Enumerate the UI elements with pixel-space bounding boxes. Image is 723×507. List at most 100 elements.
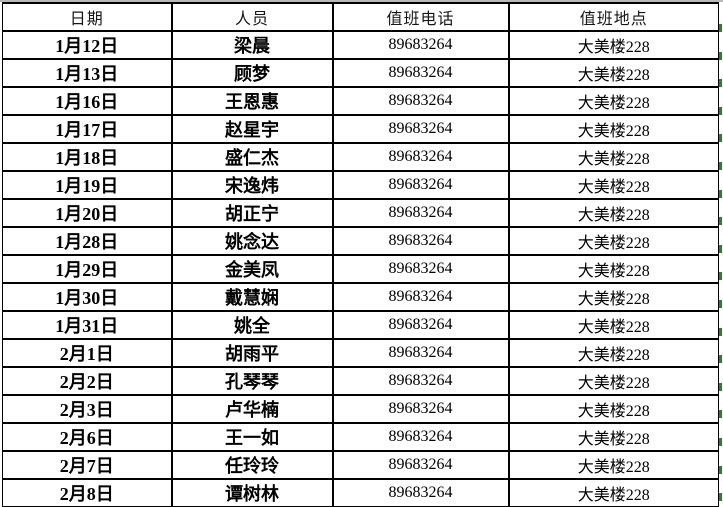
- table-row: 2月3日 卢华楠 89683264 大美楼228: [2, 394, 719, 424]
- date-cell[interactable]: 2月8日: [2, 478, 173, 507]
- phone-cell[interactable]: 89683264: [331, 254, 510, 284]
- row-boundary-marker: [719, 106, 722, 115]
- date-cell[interactable]: 2月2日: [2, 366, 173, 396]
- column-header-date[interactable]: 日期: [2, 2, 173, 32]
- location-cell[interactable]: 大美楼228: [507, 394, 719, 424]
- location-cell[interactable]: 大美楼228: [507, 30, 719, 60]
- row-boundary-marker: [719, 24, 722, 32]
- phone-cell[interactable]: 89683264: [331, 478, 510, 507]
- location-cell[interactable]: 大美楼228: [507, 58, 719, 88]
- location-cell[interactable]: 大美楼228: [507, 86, 719, 116]
- column-header-person[interactable]: 人员: [170, 2, 334, 32]
- phone-cell[interactable]: 89683264: [331, 142, 510, 172]
- row-boundary-marker: [719, 382, 722, 391]
- location-cell[interactable]: 大美楼228: [507, 338, 719, 368]
- table-row: 1月16日 王恩惠 89683264 大美楼228: [2, 86, 719, 116]
- person-cell[interactable]: 金美凤: [170, 254, 334, 284]
- person-cell[interactable]: 宋逸炜: [170, 170, 334, 200]
- phone-cell[interactable]: 89683264: [331, 198, 510, 228]
- row-boundary-marker: [719, 493, 722, 502]
- date-cell[interactable]: 1月20日: [2, 198, 173, 228]
- location-cell[interactable]: 大美楼228: [507, 254, 719, 284]
- row-boundary-marker: [719, 465, 722, 474]
- date-cell[interactable]: 2月1日: [2, 338, 173, 368]
- phone-cell[interactable]: 89683264: [331, 114, 510, 144]
- row-boundary-marker: [719, 355, 722, 364]
- location-cell[interactable]: 大美楼228: [507, 198, 719, 228]
- date-cell[interactable]: 1月28日: [2, 226, 173, 256]
- table-row: 2月7日 任玲玲 89683264 大美楼228: [2, 450, 719, 480]
- location-cell[interactable]: 大美楼228: [507, 478, 719, 507]
- phone-cell[interactable]: 89683264: [331, 58, 510, 88]
- table-row: 2月6日 王一如 89683264 大美楼228: [2, 422, 719, 452]
- date-cell[interactable]: 1月31日: [2, 310, 173, 340]
- phone-cell[interactable]: 89683264: [331, 422, 510, 452]
- date-cell[interactable]: 2月3日: [2, 394, 173, 424]
- row-boundary-marker: [719, 244, 722, 253]
- location-cell[interactable]: 大美楼228: [507, 282, 719, 312]
- row-boundary-marker: [719, 410, 722, 419]
- row-boundary-marker: [719, 162, 722, 170]
- table-row: 2月1日 胡雨平 89683264 大美楼228: [2, 338, 719, 368]
- person-cell[interactable]: 胡雨平: [170, 338, 334, 368]
- date-cell[interactable]: 1月16日: [2, 86, 173, 116]
- person-cell[interactable]: 戴慧娴: [170, 282, 334, 312]
- table-row: 1月13日 顾梦 89683264 大美楼228: [2, 58, 719, 88]
- date-cell[interactable]: 1月17日: [2, 114, 173, 144]
- phone-cell[interactable]: 89683264: [331, 170, 510, 200]
- date-cell[interactable]: 1月13日: [2, 58, 173, 88]
- person-cell[interactable]: 胡正宁: [170, 198, 334, 228]
- location-cell[interactable]: 大美楼228: [507, 142, 719, 172]
- person-cell[interactable]: 谭树林: [170, 478, 334, 507]
- person-cell[interactable]: 王一如: [170, 422, 334, 452]
- table-row: 1月12日 梁晨 89683264 大美楼228: [2, 30, 719, 60]
- phone-cell[interactable]: 89683264: [331, 282, 510, 312]
- phone-cell[interactable]: 89683264: [331, 310, 510, 340]
- row-boundary-marker: [719, 189, 722, 198]
- date-cell[interactable]: 1月30日: [2, 282, 173, 312]
- top-gridline-strip: [0, 0, 723, 2]
- row-boundary-marker: [719, 217, 722, 226]
- row-boundary-marker: [719, 327, 722, 336]
- person-cell[interactable]: 卢华楠: [170, 394, 334, 424]
- person-cell[interactable]: 姚全: [170, 310, 334, 340]
- person-cell[interactable]: 任玲玲: [170, 450, 334, 480]
- date-cell[interactable]: 1月12日: [2, 30, 173, 60]
- phone-cell[interactable]: 89683264: [331, 86, 510, 116]
- row-boundary-marker: [719, 79, 722, 88]
- date-cell[interactable]: 2月7日: [2, 450, 173, 480]
- person-cell[interactable]: 姚念达: [170, 226, 334, 256]
- phone-cell[interactable]: 89683264: [331, 338, 510, 368]
- location-cell[interactable]: 大美楼228: [507, 366, 719, 396]
- table-row: 2月2日 孔琴琴 89683264 大美楼228: [2, 366, 719, 396]
- person-cell[interactable]: 顾梦: [170, 58, 334, 88]
- location-cell[interactable]: 大美楼228: [507, 310, 719, 340]
- date-cell[interactable]: 1月18日: [2, 142, 173, 172]
- column-header-phone[interactable]: 值班电话: [331, 2, 510, 32]
- person-cell[interactable]: 盛仁杰: [170, 142, 334, 172]
- phone-cell[interactable]: 89683264: [331, 366, 510, 396]
- location-cell[interactable]: 大美楼228: [507, 422, 719, 452]
- date-cell[interactable]: 1月19日: [2, 170, 173, 200]
- location-cell[interactable]: 大美楼228: [507, 450, 719, 480]
- table-body: 1月12日 梁晨 89683264 大美楼228 1月13日 顾梦 896832…: [2, 30, 719, 507]
- person-cell[interactable]: 赵星宇: [170, 114, 334, 144]
- table-row: 1月29日 金美凤 89683264 大美楼228: [2, 254, 719, 284]
- person-cell[interactable]: 王恩惠: [170, 86, 334, 116]
- phone-cell[interactable]: 89683264: [331, 226, 510, 256]
- row-boundary-marker: [719, 134, 722, 143]
- location-cell[interactable]: 大美楼228: [507, 226, 719, 256]
- person-cell[interactable]: 梁晨: [170, 30, 334, 60]
- column-header-location[interactable]: 值班地点: [507, 2, 719, 32]
- phone-cell[interactable]: 89683264: [331, 450, 510, 480]
- phone-cell[interactable]: 89683264: [331, 394, 510, 424]
- table-header-row: 日期 人员 值班电话 值班地点: [2, 2, 719, 32]
- person-cell[interactable]: 孔琴琴: [170, 366, 334, 396]
- location-cell[interactable]: 大美楼228: [507, 170, 719, 200]
- table-row: 1月30日 戴慧娴 89683264 大美楼228: [2, 282, 719, 312]
- location-cell[interactable]: 大美楼228: [507, 114, 719, 144]
- date-cell[interactable]: 2月6日: [2, 422, 173, 452]
- phone-cell[interactable]: 89683264: [331, 30, 510, 60]
- date-cell[interactable]: 1月29日: [2, 254, 173, 284]
